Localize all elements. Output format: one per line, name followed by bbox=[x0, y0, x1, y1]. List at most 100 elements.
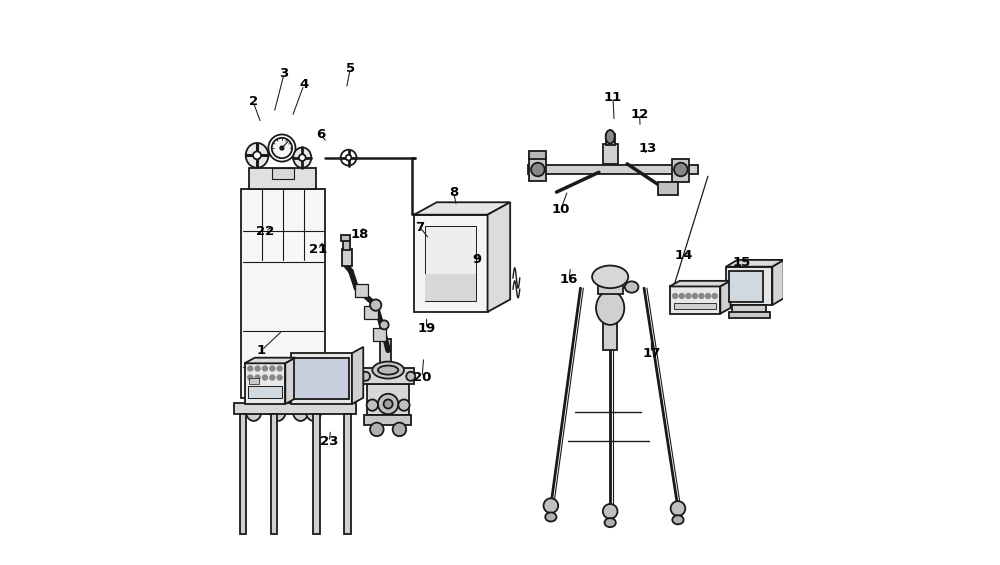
Bar bbox=[425, 226, 476, 301]
Bar bbox=[414, 215, 488, 312]
Ellipse shape bbox=[306, 401, 321, 421]
Bar bbox=[367, 384, 409, 415]
Ellipse shape bbox=[372, 362, 404, 379]
Ellipse shape bbox=[673, 294, 677, 298]
Polygon shape bbox=[245, 358, 295, 363]
Polygon shape bbox=[352, 347, 363, 404]
Text: 17: 17 bbox=[642, 346, 661, 360]
Ellipse shape bbox=[251, 408, 256, 414]
Bar bbox=[355, 284, 368, 297]
Ellipse shape bbox=[592, 266, 628, 288]
Ellipse shape bbox=[275, 408, 281, 414]
Ellipse shape bbox=[378, 366, 398, 375]
Ellipse shape bbox=[370, 423, 384, 436]
Ellipse shape bbox=[672, 515, 684, 524]
Ellipse shape bbox=[671, 501, 685, 516]
Polygon shape bbox=[726, 260, 784, 267]
Bar bbox=[364, 415, 411, 425]
Text: 7: 7 bbox=[415, 220, 424, 234]
Bar bbox=[380, 339, 391, 368]
Ellipse shape bbox=[380, 320, 389, 329]
Ellipse shape bbox=[712, 294, 717, 298]
Ellipse shape bbox=[606, 130, 615, 144]
Ellipse shape bbox=[263, 375, 267, 380]
Bar bbox=[373, 328, 386, 341]
Ellipse shape bbox=[384, 399, 393, 408]
Text: 6: 6 bbox=[316, 128, 325, 141]
Ellipse shape bbox=[398, 399, 410, 411]
Bar bbox=[672, 159, 689, 182]
Text: 12: 12 bbox=[630, 107, 649, 121]
Bar bbox=[658, 182, 678, 195]
Bar bbox=[249, 398, 316, 414]
Bar bbox=[606, 134, 615, 145]
Ellipse shape bbox=[255, 366, 260, 371]
Ellipse shape bbox=[625, 281, 638, 293]
Bar bbox=[603, 144, 618, 164]
Ellipse shape bbox=[246, 143, 268, 168]
Bar bbox=[291, 353, 352, 404]
Ellipse shape bbox=[544, 498, 558, 513]
Ellipse shape bbox=[406, 372, 415, 381]
Bar bbox=[729, 312, 770, 318]
Bar bbox=[603, 311, 617, 350]
Bar bbox=[674, 303, 716, 309]
Ellipse shape bbox=[679, 294, 684, 298]
Bar bbox=[272, 168, 294, 179]
Text: 21: 21 bbox=[309, 243, 327, 257]
Text: 9: 9 bbox=[473, 253, 482, 267]
Bar bbox=[313, 414, 320, 534]
Bar bbox=[363, 368, 414, 384]
Bar bbox=[364, 306, 378, 319]
Text: 18: 18 bbox=[351, 228, 369, 241]
Text: 2: 2 bbox=[249, 95, 258, 108]
Ellipse shape bbox=[255, 375, 260, 380]
Bar bbox=[240, 414, 246, 534]
Bar bbox=[248, 386, 282, 398]
Bar bbox=[249, 168, 316, 189]
Ellipse shape bbox=[270, 366, 275, 371]
Bar bbox=[249, 378, 259, 384]
Text: 20: 20 bbox=[413, 371, 431, 384]
Ellipse shape bbox=[346, 155, 351, 160]
Bar bbox=[670, 286, 720, 314]
Ellipse shape bbox=[393, 423, 406, 436]
Polygon shape bbox=[670, 281, 731, 286]
Text: 16: 16 bbox=[560, 273, 578, 286]
Ellipse shape bbox=[293, 401, 308, 421]
Ellipse shape bbox=[263, 366, 267, 371]
Bar bbox=[245, 363, 285, 404]
Ellipse shape bbox=[298, 408, 303, 414]
Bar bbox=[528, 165, 698, 174]
Ellipse shape bbox=[277, 375, 282, 380]
Ellipse shape bbox=[531, 163, 545, 176]
Bar bbox=[729, 271, 763, 302]
Ellipse shape bbox=[253, 151, 261, 159]
Ellipse shape bbox=[270, 375, 275, 380]
Ellipse shape bbox=[270, 401, 286, 421]
Ellipse shape bbox=[361, 372, 370, 381]
Bar bbox=[294, 358, 349, 399]
Text: 10: 10 bbox=[552, 202, 570, 216]
Ellipse shape bbox=[370, 299, 381, 311]
Ellipse shape bbox=[299, 154, 306, 161]
Text: 22: 22 bbox=[256, 225, 275, 238]
Text: 23: 23 bbox=[320, 435, 339, 449]
Bar bbox=[342, 249, 352, 266]
Ellipse shape bbox=[311, 408, 316, 414]
Polygon shape bbox=[772, 260, 784, 305]
Polygon shape bbox=[720, 281, 731, 314]
Bar bbox=[598, 277, 623, 294]
Bar bbox=[732, 305, 766, 313]
Ellipse shape bbox=[378, 394, 398, 414]
Bar bbox=[343, 240, 350, 250]
Bar bbox=[726, 267, 772, 305]
Text: 11: 11 bbox=[604, 90, 622, 104]
Polygon shape bbox=[414, 202, 510, 215]
Ellipse shape bbox=[706, 294, 710, 298]
Ellipse shape bbox=[367, 399, 378, 411]
Bar bbox=[529, 158, 546, 181]
Ellipse shape bbox=[341, 150, 356, 166]
Polygon shape bbox=[488, 202, 510, 312]
Bar bbox=[234, 403, 356, 414]
